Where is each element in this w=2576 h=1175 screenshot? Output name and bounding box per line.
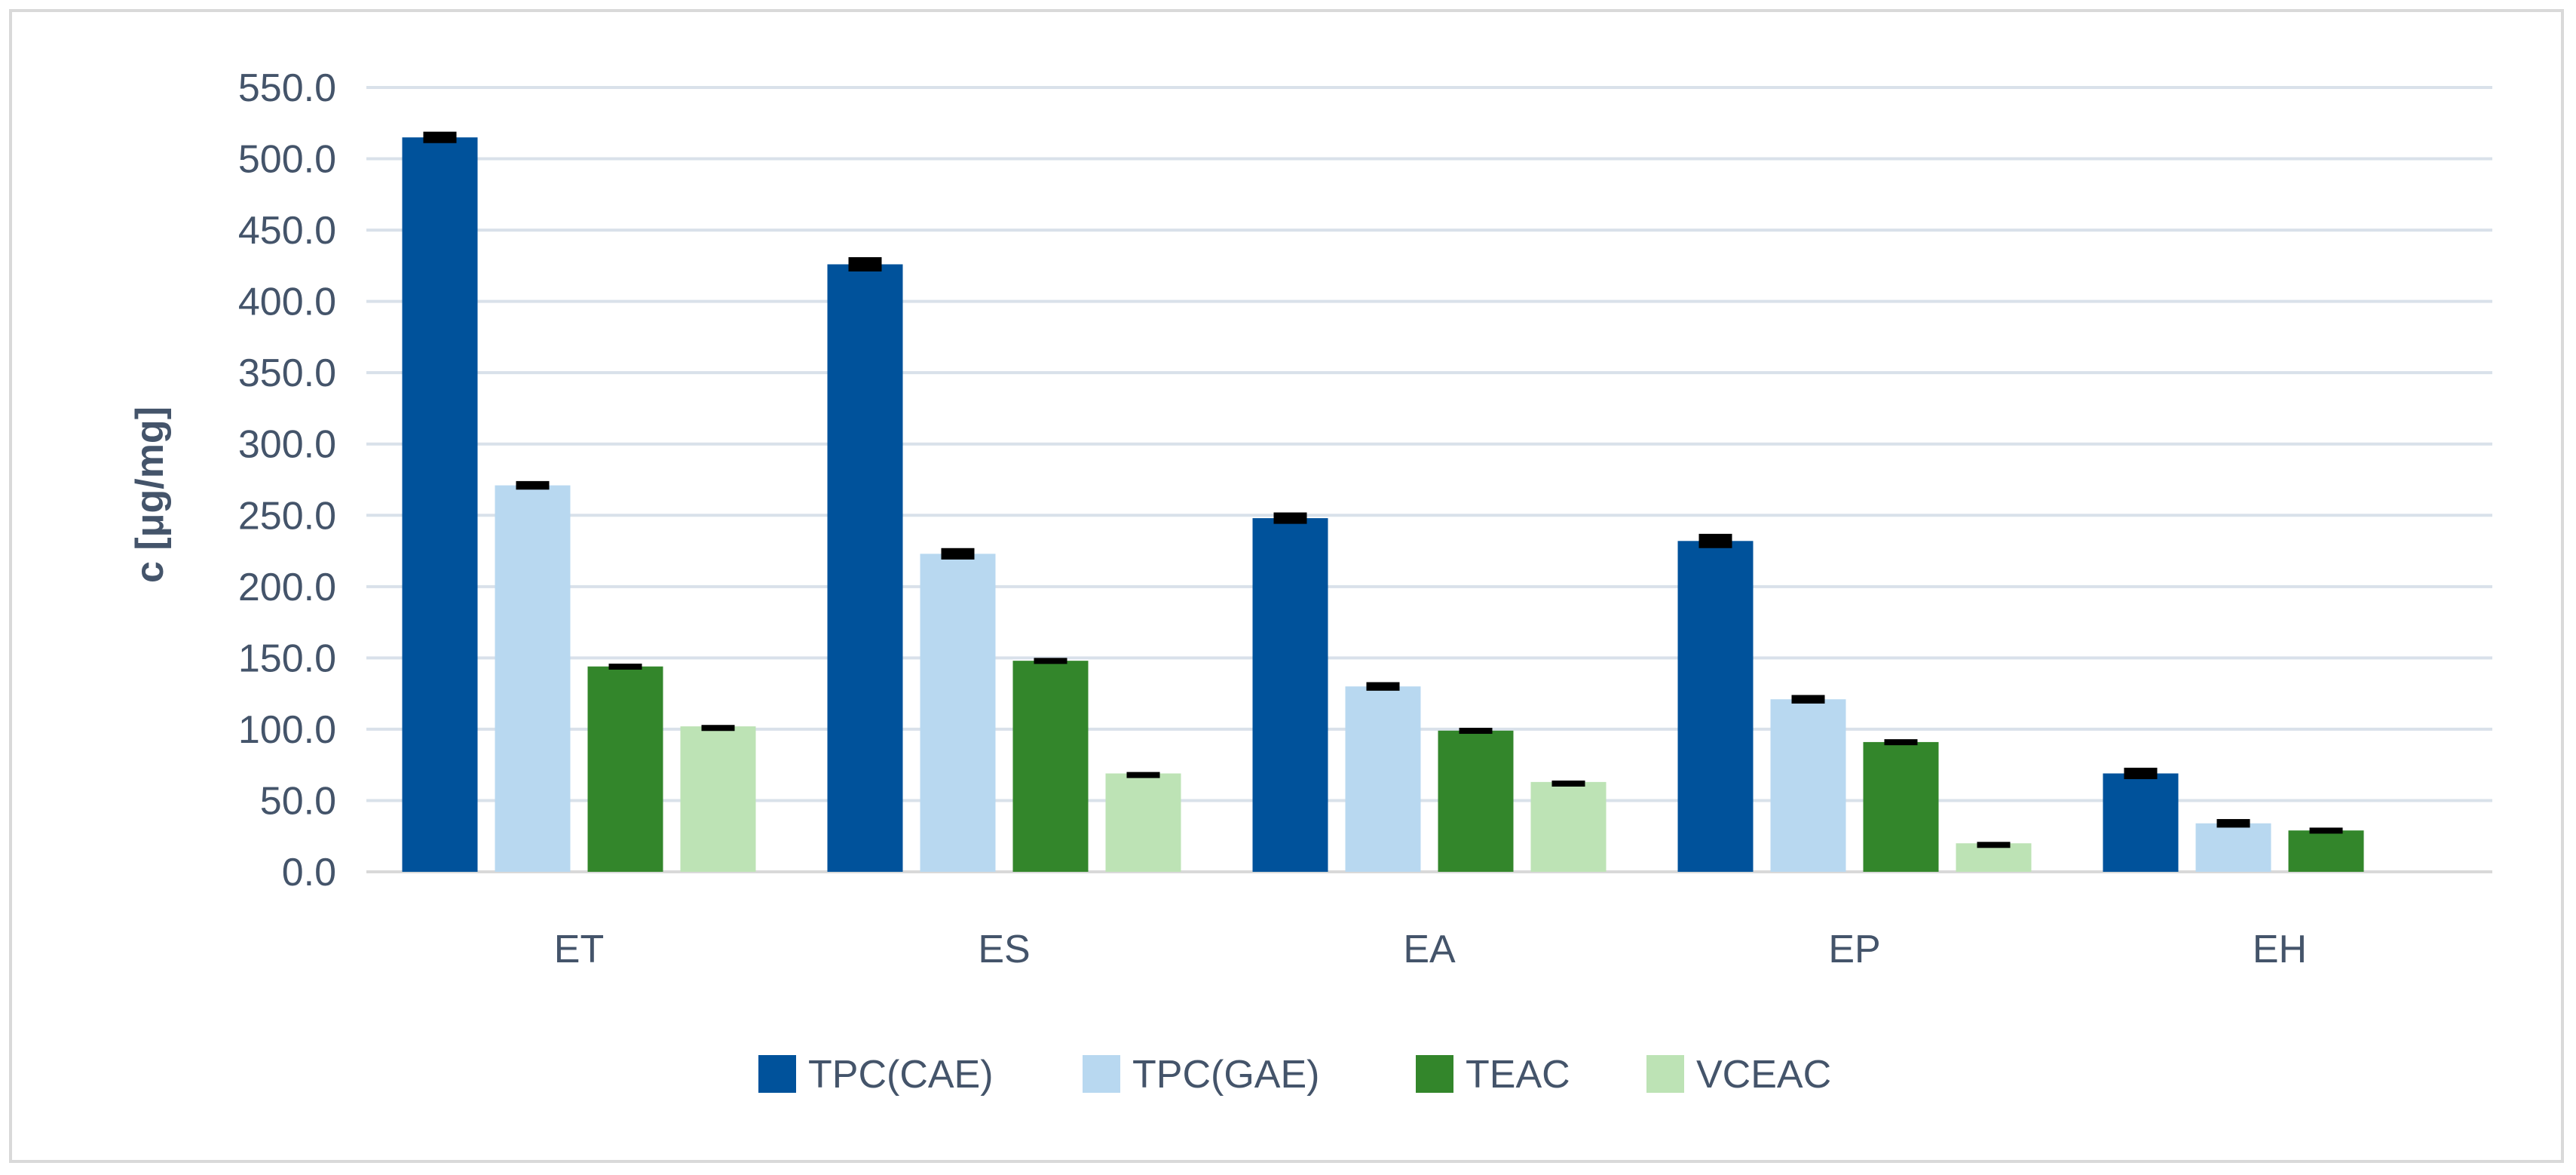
error-bar (701, 725, 735, 732)
x-axis-categories: ET ES EA EP EH (554, 928, 2307, 971)
y-tick-label: 0.0 (282, 851, 336, 894)
bar-ea-tpc-gae (1345, 686, 1421, 872)
y-axis-ticks: 0.0 50.0 100.0 150.0 200.0 250.0 300.0 350.0 400… (238, 66, 336, 894)
x-category-label: ES (978, 928, 1030, 971)
bar-et-tpc-cae (402, 137, 478, 872)
bar-es-teac (1012, 661, 1089, 872)
y-tick-label: 50.0 (260, 779, 336, 823)
y-tick-label: 550.0 (238, 66, 336, 110)
legend-label: TEAC (1466, 1053, 1570, 1097)
legend-label: TPC(GAE) (1132, 1053, 1319, 1097)
legend-swatch (1083, 1055, 1120, 1093)
bar-es-vceac (1105, 773, 1181, 872)
x-category-label: ET (554, 928, 604, 971)
error-bar (2309, 827, 2343, 834)
error-bar (2124, 767, 2158, 780)
bars (402, 137, 2364, 872)
error-bar (1791, 695, 1825, 704)
error-bar (608, 663, 642, 670)
error-bar (1884, 739, 1918, 746)
bar-es-tpc-cae (827, 264, 903, 872)
error-bar (1459, 728, 1493, 735)
error-bar (1366, 682, 1400, 691)
bar-ep-vceac (1956, 843, 2032, 872)
error-bar (1273, 512, 1307, 524)
bar-ea-tpc-cae (1252, 518, 1328, 872)
bar-et-vceac (680, 726, 756, 872)
y-tick-label: 350.0 (238, 351, 336, 395)
legend: TPC(CAE) TPC(GAE) TEAC VCEAC (758, 1053, 1831, 1097)
x-category-label: EP (1828, 928, 1880, 971)
error-bars (423, 131, 2343, 848)
bar-et-tpc-gae (495, 485, 571, 872)
y-tick-label: 450.0 (238, 209, 336, 253)
x-category-label: EA (1403, 928, 1456, 971)
chart-frame: 0.0 50.0 100.0 150.0 200.0 250.0 300.0 350.0 400… (9, 9, 2564, 1163)
legend-swatch (1416, 1055, 1453, 1093)
bar-ea-teac (1438, 730, 1514, 872)
legend-swatch (1646, 1055, 1684, 1093)
bar-ep-teac (1863, 741, 1939, 872)
error-bar (1977, 842, 2011, 848)
bar-ep-tpc-gae (1770, 699, 1846, 872)
y-axis-title: c [μg/mg] (128, 406, 172, 583)
error-bar (848, 257, 882, 272)
bar-es-tpc-gae (920, 554, 996, 872)
error-bar (941, 548, 975, 560)
y-tick-label: 400.0 (238, 281, 336, 324)
error-bar (1551, 780, 1585, 787)
x-category-label: EH (2253, 928, 2307, 971)
bar-eh-tpc-cae (2103, 773, 2179, 872)
error-bar (423, 131, 457, 143)
bar-ep-tpc-cae (1677, 541, 1754, 872)
y-tick-label: 250.0 (238, 494, 336, 538)
y-tick-label: 300.0 (238, 423, 336, 467)
legend-swatch (758, 1055, 796, 1093)
legend-label: TPC(CAE) (808, 1053, 994, 1097)
y-tick-label: 100.0 (238, 708, 336, 752)
error-bar (2216, 819, 2250, 828)
error-bar (1698, 533, 1732, 548)
y-tick-label: 150.0 (238, 637, 336, 680)
y-tick-label: 500.0 (238, 138, 336, 182)
bar-et-teac (587, 666, 663, 872)
error-bar (1034, 658, 1067, 664)
error-bar (1126, 772, 1160, 778)
bar-eh-tpc-gae (2195, 823, 2271, 872)
error-bar (516, 480, 550, 490)
bar-ea-vceac (1530, 781, 1607, 872)
bar-eh-teac (2288, 830, 2364, 872)
legend-label: VCEAC (1696, 1053, 1831, 1097)
y-tick-label: 200.0 (238, 566, 336, 609)
bar-chart: 0.0 50.0 100.0 150.0 200.0 250.0 300.0 350.0 400… (128, 66, 2492, 1097)
